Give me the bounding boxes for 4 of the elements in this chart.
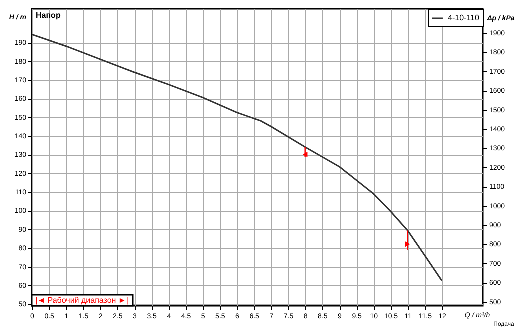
line-series [32,34,443,282]
annotation: |◄ Рабочий диапазон ►| [36,296,128,305]
legend-label: 4-10-110 [448,14,480,22]
annotation: Напор [36,11,61,20]
